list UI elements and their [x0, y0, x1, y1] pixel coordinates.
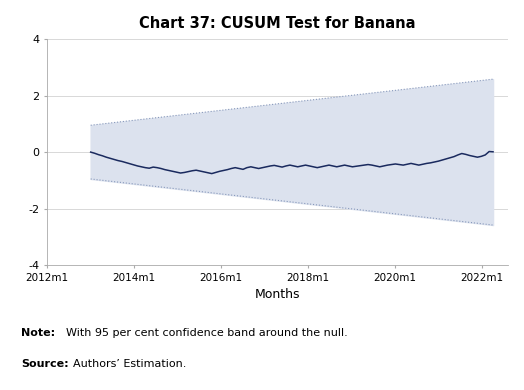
Text: Source:: Source: [21, 359, 69, 369]
Title: Chart 37: CUSUM Test for Banana: Chart 37: CUSUM Test for Banana [139, 16, 416, 31]
Text: With 95 per cent confidence band around the null.: With 95 per cent confidence band around … [66, 328, 347, 338]
Text: Authors’ Estimation.: Authors’ Estimation. [73, 359, 187, 369]
Text: Note:: Note: [21, 328, 55, 338]
X-axis label: Months: Months [255, 288, 300, 301]
